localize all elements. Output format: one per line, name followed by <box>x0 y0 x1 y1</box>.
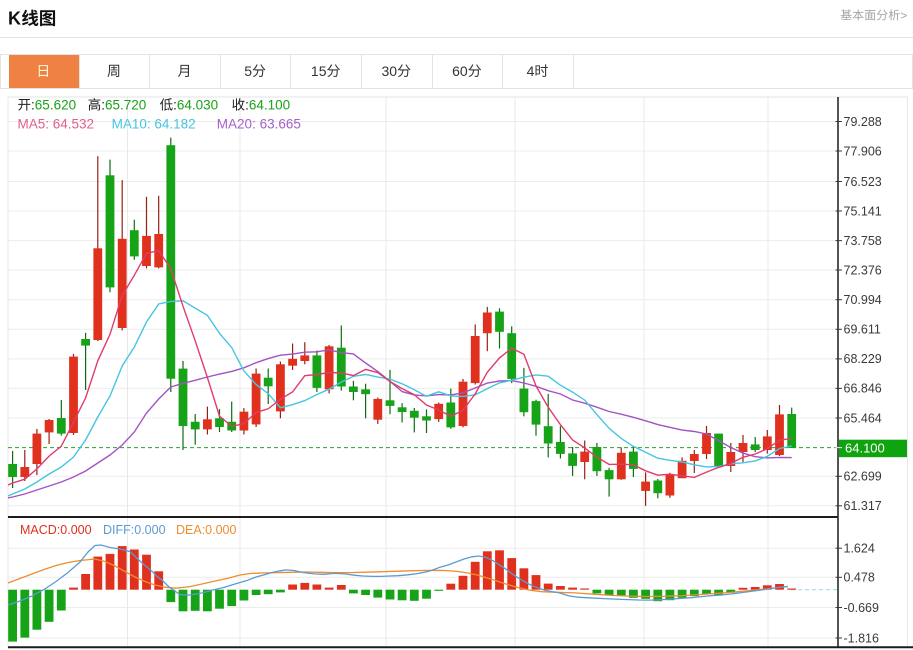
svg-text:72.376: 72.376 <box>844 263 882 277</box>
svg-text::: : <box>173 98 177 113</box>
svg-text::: : <box>31 98 35 113</box>
svg-text:MACD:0.000: MACD:0.000 <box>20 523 92 537</box>
svg-text:66.846: 66.846 <box>844 382 882 396</box>
svg-text:MA5: 64.532: MA5: 64.532 <box>18 117 95 132</box>
svg-text:69.611: 69.611 <box>844 323 881 337</box>
svg-text:79.288: 79.288 <box>844 115 882 129</box>
svg-text:77.906: 77.906 <box>844 144 882 158</box>
svg-text:>: > <box>900 8 907 22</box>
svg-text:MA20: 63.665: MA20: 63.665 <box>217 117 301 132</box>
svg-text:4: 4 <box>527 63 535 79</box>
svg-text:65.620: 65.620 <box>35 98 76 113</box>
svg-text:62.699: 62.699 <box>844 470 882 484</box>
svg-text:64.100: 64.100 <box>249 98 290 113</box>
svg-text:73.758: 73.758 <box>844 234 882 248</box>
svg-text:65.464: 65.464 <box>844 411 882 425</box>
svg-text::: : <box>101 98 105 113</box>
svg-text:30: 30 <box>382 63 398 79</box>
svg-text:DEA:0.000: DEA:0.000 <box>176 523 237 537</box>
svg-text:65.720: 65.720 <box>105 98 146 113</box>
svg-text:61.317: 61.317 <box>844 499 882 513</box>
svg-text:-0.669: -0.669 <box>844 601 879 615</box>
svg-text:75.141: 75.141 <box>844 204 882 218</box>
svg-text:60: 60 <box>452 63 468 79</box>
svg-text:0.478: 0.478 <box>844 571 875 585</box>
svg-text:-1.816: -1.816 <box>844 631 879 645</box>
svg-text:5: 5 <box>244 63 252 79</box>
svg-text:70.994: 70.994 <box>844 293 882 307</box>
svg-text:15: 15 <box>311 63 327 79</box>
svg-text:68.229: 68.229 <box>844 352 882 366</box>
svg-text:MA10: 64.182: MA10: 64.182 <box>112 117 196 132</box>
svg-text:64.030: 64.030 <box>177 98 218 113</box>
svg-text:76.523: 76.523 <box>844 175 882 189</box>
svg-text:1.624: 1.624 <box>844 542 875 556</box>
svg-text:DIFF:0.000: DIFF:0.000 <box>103 523 166 537</box>
svg-text::: : <box>245 98 249 113</box>
svg-text:64.100: 64.100 <box>845 440 885 455</box>
svg-text:K: K <box>8 9 21 29</box>
